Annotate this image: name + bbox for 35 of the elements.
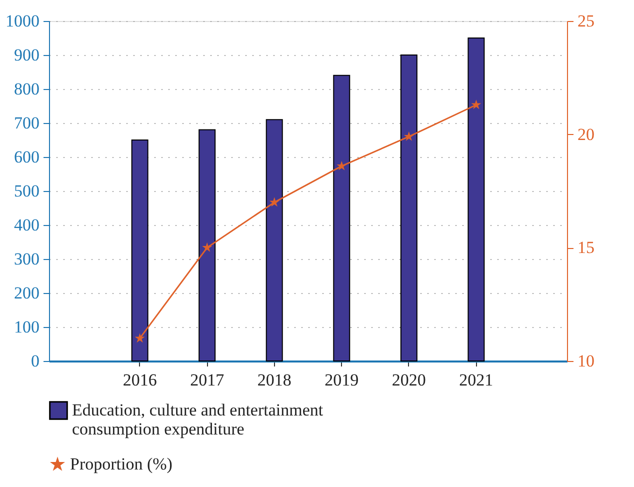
x-tick-label: 2021 (459, 370, 494, 390)
y-tick-label: 600 (14, 148, 40, 166)
bar (266, 119, 283, 362)
y-tick-label: 1000 (6, 12, 40, 30)
y-tick-label: 100 (14, 318, 40, 336)
y-tick-label: 0 (31, 352, 40, 370)
bar (400, 54, 418, 362)
legend-label: Education, culture and entertainment consumption expenditure (72, 400, 324, 438)
x-tick-label: 2016 (122, 370, 157, 390)
y-tick-label: 700 (14, 114, 40, 132)
point (134, 333, 145, 343)
y-tick-label: 300 (14, 250, 40, 268)
bar (198, 129, 216, 362)
point (336, 160, 347, 170)
x-tick-label: 2019 (324, 370, 359, 390)
y-tick-label: 800 (14, 80, 40, 98)
y-tick-label: 400 (14, 216, 40, 234)
x-tick-label: 2018 (257, 370, 292, 390)
y-tick-label: 500 (14, 182, 40, 200)
y-tick-label: 200 (14, 284, 40, 302)
legend-label: Proportion (%) (70, 454, 172, 474)
y2-tick-label: 25 (578, 12, 594, 30)
point (404, 131, 414, 141)
y2-tick-label: 10 (578, 352, 594, 370)
y2-tick-label: 15 (578, 238, 594, 258)
y-tick-label: 900 (14, 46, 40, 64)
y2-tick-label: 20 (578, 124, 594, 144)
point (471, 100, 482, 110)
x-tick-label: 2017 (190, 370, 225, 390)
point (269, 197, 280, 207)
bar (468, 38, 485, 362)
bar (333, 74, 350, 362)
point (202, 242, 212, 252)
x-tick-label: 2020 (392, 370, 426, 390)
bar (131, 140, 148, 362)
